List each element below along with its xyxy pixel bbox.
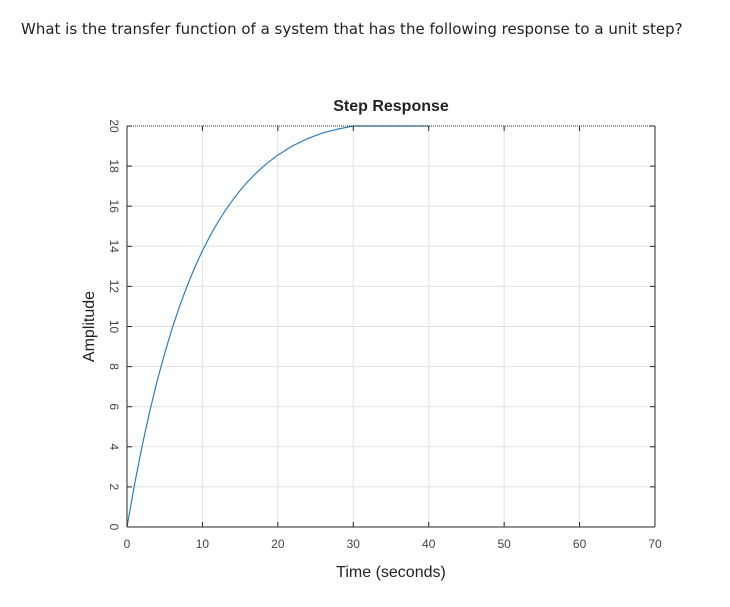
y-tick-label: 20	[107, 119, 121, 133]
y-tick-label: 18	[107, 159, 121, 173]
chart-title: Step Response	[333, 98, 449, 115]
y-tick-label: 8	[107, 363, 121, 370]
y-tick-label: 10	[107, 320, 121, 334]
x-tick-label: 20	[271, 537, 285, 551]
y-tick-label: 16	[107, 200, 121, 214]
question-text: What is the transfer function of a syste…	[21, 20, 683, 38]
y-tick-label: 0	[107, 524, 121, 531]
y-tick-label: 12	[107, 280, 121, 294]
x-axis-title: Time (seconds)	[336, 564, 446, 581]
y-axis-title: Amplitude	[81, 291, 98, 362]
y-tick-label: 6	[107, 403, 121, 410]
x-tick-label: 10	[196, 537, 210, 551]
axes: 0 10 20 30 40 50 60 70 0 2 4 6 8 10 12 14 16 18 20	[107, 119, 662, 551]
y-tick-label: 4	[107, 443, 121, 450]
x-tick-label: 0	[124, 537, 131, 551]
y-tick-label: 14	[107, 240, 121, 254]
x-tick-label: 30	[347, 537, 361, 551]
y-tick-label: 2	[107, 484, 121, 491]
x-tick-label: 50	[497, 537, 511, 551]
x-tick-label: 40	[422, 537, 436, 551]
x-tick-label: 70	[648, 537, 662, 551]
x-tick-label: 60	[573, 537, 587, 551]
grid-lines	[127, 126, 655, 527]
